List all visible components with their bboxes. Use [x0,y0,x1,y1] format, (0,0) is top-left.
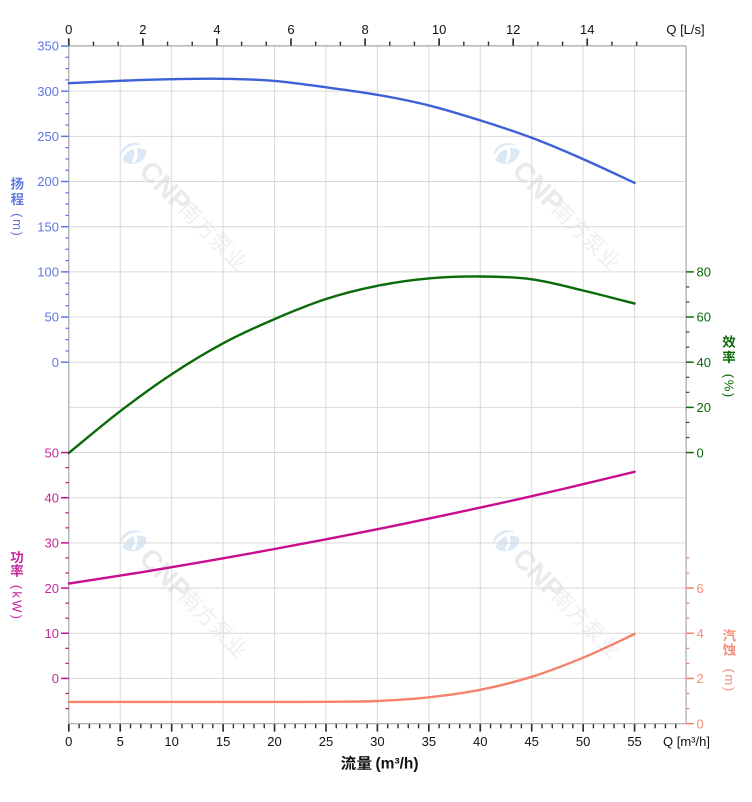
svg-text:350: 350 [37,39,59,54]
svg-text:(%): (%) [722,374,737,399]
svg-text:40: 40 [45,490,59,505]
svg-text:50: 50 [45,310,59,325]
svg-text:80: 80 [697,265,711,280]
svg-text:15: 15 [216,734,230,749]
svg-text:25: 25 [319,734,333,749]
svg-text:4: 4 [213,22,220,37]
svg-text:0: 0 [52,671,59,686]
svg-text:(m): (m) [722,668,737,692]
svg-text:0: 0 [697,716,704,731]
svg-text:Q [L/s]: Q [L/s] [666,22,704,37]
svg-text:40: 40 [697,355,711,370]
svg-text:Q [m³/h]: Q [m³/h] [663,734,710,749]
svg-text:30: 30 [370,734,384,749]
svg-text:4: 4 [697,626,704,641]
svg-text:55: 55 [627,734,641,749]
svg-text:250: 250 [37,129,59,144]
svg-text:35: 35 [422,734,436,749]
svg-text:12: 12 [506,22,520,37]
svg-text:(kW): (kW) [10,585,25,621]
svg-text:2: 2 [139,22,146,37]
svg-text:6: 6 [697,581,704,596]
svg-text:200: 200 [37,174,59,189]
svg-text:10: 10 [432,22,446,37]
svg-text:300: 300 [37,84,59,99]
svg-text:150: 150 [37,219,59,234]
svg-text:30: 30 [45,536,59,551]
svg-text:10: 10 [164,734,178,749]
svg-text:8: 8 [361,22,368,37]
svg-text:6: 6 [287,22,294,37]
svg-text:5: 5 [117,734,124,749]
svg-text:14: 14 [580,22,594,37]
svg-text:60: 60 [697,310,711,325]
svg-text:10: 10 [45,626,59,641]
svg-text:20: 20 [267,734,281,749]
svg-text:50: 50 [45,445,59,460]
svg-text:0: 0 [65,734,72,749]
svg-text:(m): (m) [10,213,25,237]
svg-text:(m³/h): (m³/h) [376,755,419,772]
svg-text:40: 40 [473,734,487,749]
svg-text:20: 20 [697,400,711,415]
svg-text:0: 0 [52,355,59,370]
svg-text:0: 0 [65,22,72,37]
svg-text:0: 0 [697,445,704,460]
svg-text:20: 20 [45,581,59,596]
svg-text:45: 45 [524,734,538,749]
svg-text:100: 100 [37,265,59,280]
svg-text:2: 2 [697,671,704,686]
svg-text:50: 50 [576,734,590,749]
